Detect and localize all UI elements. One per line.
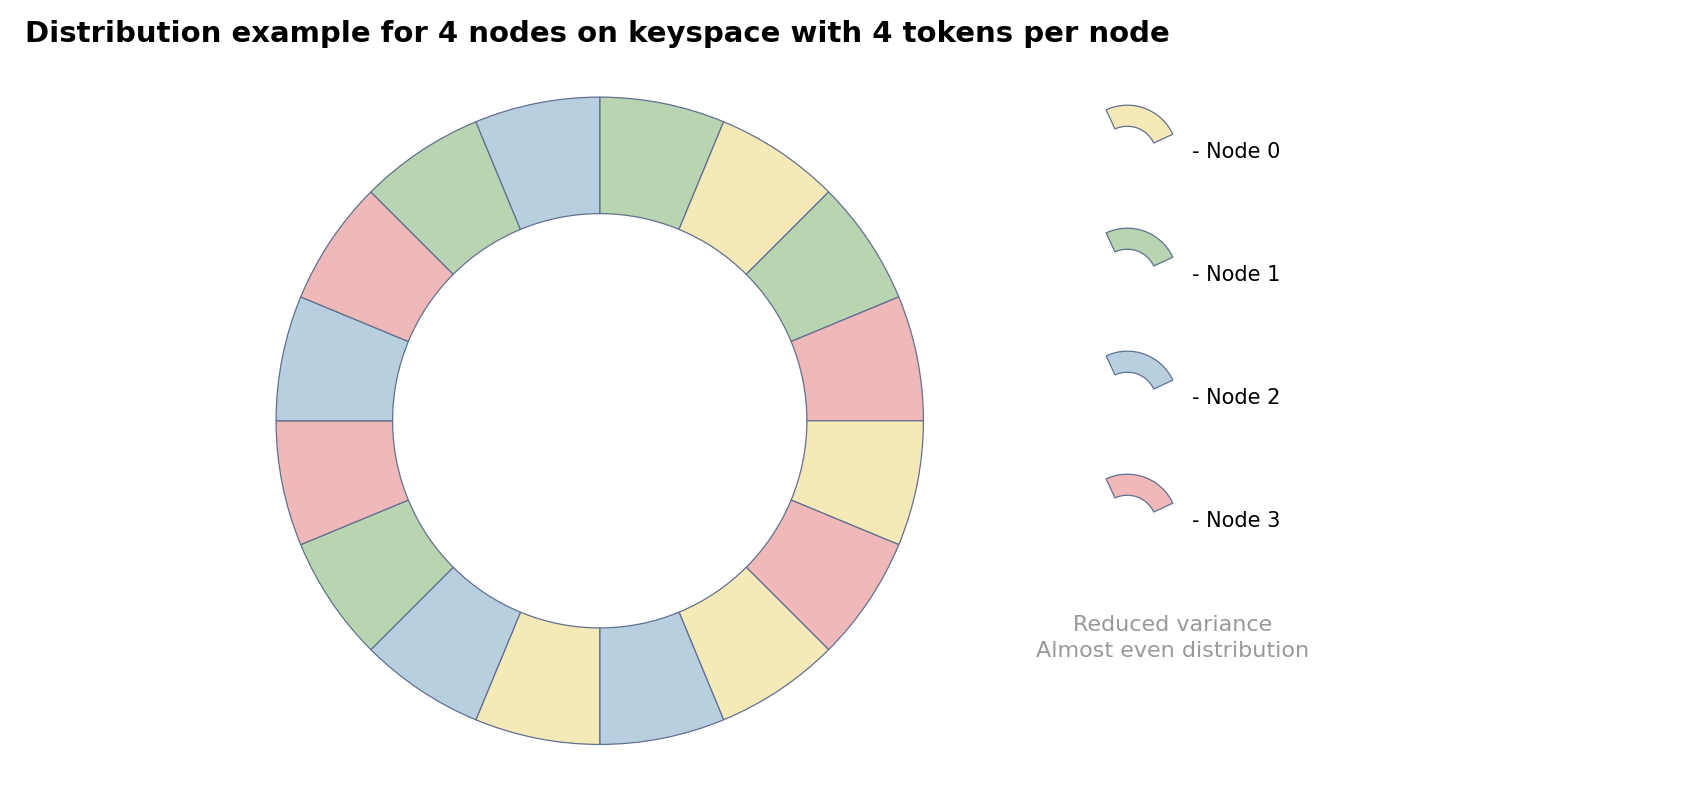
Text: - Node 1: - Node 1 <box>1191 265 1281 285</box>
Text: Reduced variance
Almost even distribution: Reduced variance Almost even distributio… <box>1036 615 1309 661</box>
Wedge shape <box>371 567 521 720</box>
Wedge shape <box>1105 351 1173 389</box>
Text: - Node 0: - Node 0 <box>1191 142 1281 162</box>
Wedge shape <box>475 612 600 745</box>
Wedge shape <box>600 97 723 229</box>
Wedge shape <box>300 192 453 342</box>
Text: Distribution example for 4 nodes on keyspace with 4 tokens per node: Distribution example for 4 nodes on keys… <box>25 20 1169 48</box>
Wedge shape <box>1105 105 1173 143</box>
Wedge shape <box>475 97 600 229</box>
Wedge shape <box>371 122 521 274</box>
Wedge shape <box>792 421 923 545</box>
Wedge shape <box>1105 474 1173 512</box>
Wedge shape <box>679 567 829 720</box>
Wedge shape <box>679 122 829 274</box>
Wedge shape <box>300 500 453 649</box>
Wedge shape <box>746 500 898 649</box>
Wedge shape <box>600 612 723 745</box>
Wedge shape <box>792 297 923 421</box>
Wedge shape <box>276 421 408 545</box>
Wedge shape <box>1105 228 1173 266</box>
Wedge shape <box>276 297 408 421</box>
Text: - Node 3: - Node 3 <box>1191 511 1281 531</box>
Wedge shape <box>746 192 898 342</box>
Text: - Node 2: - Node 2 <box>1191 388 1281 408</box>
